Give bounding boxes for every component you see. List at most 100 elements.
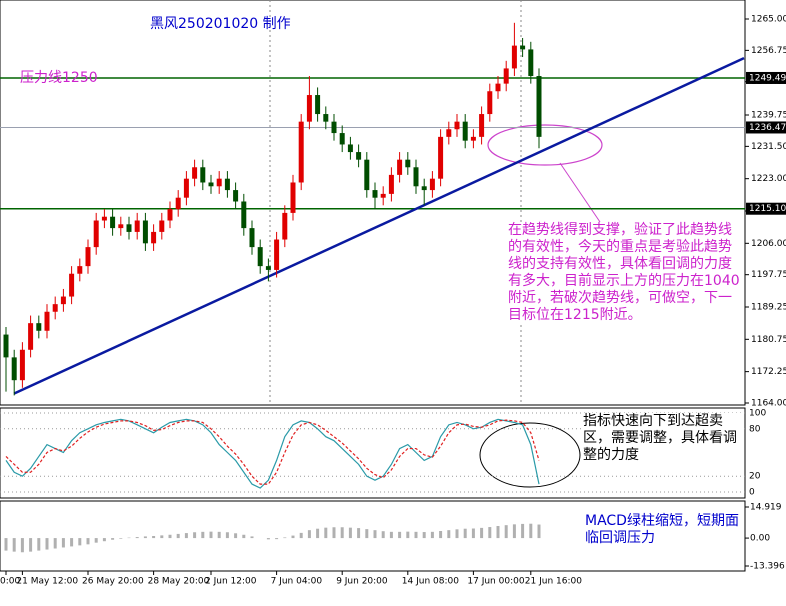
trendline: [13, 57, 745, 395]
x-tick-label: 26 May 20:00: [82, 577, 144, 587]
candle-body: [438, 136, 444, 179]
macd-tick-label: -13.396: [750, 562, 785, 572]
macd-bar: [250, 536, 254, 539]
macd-bar: [537, 524, 541, 539]
level-box: [746, 71, 786, 84]
macd-bar: [94, 538, 98, 543]
candle-body: [208, 182, 214, 187]
macd-bar: [307, 530, 311, 539]
candle-body: [36, 323, 42, 331]
macd-bar: [37, 538, 41, 551]
candle-body: [224, 178, 230, 191]
candle-body: [298, 121, 304, 183]
macd-bar: [29, 538, 33, 552]
candle-body: [536, 76, 542, 137]
macd-bar: [291, 535, 295, 539]
y-tick-label: 1231.50: [751, 142, 786, 152]
level-box: [746, 121, 786, 134]
main-panel: [0, 0, 746, 406]
candle-body: [429, 178, 435, 191]
level-label: 1236.47: [749, 123, 786, 133]
y-tick-label: 1256.75: [751, 46, 786, 56]
y-tick-label: 1223.00: [751, 174, 786, 184]
candle-body: [511, 45, 517, 69]
pointer: [559, 162, 601, 223]
macd-bar: [119, 538, 123, 539]
macd-bar: [529, 523, 533, 539]
candle-body: [167, 209, 173, 221]
macd-bar: [193, 532, 197, 539]
macd-bar: [316, 528, 320, 539]
candle-body: [306, 95, 312, 122]
macd-bar: [152, 536, 156, 539]
level-label: 1249.49: [749, 73, 786, 83]
candle-body: [159, 220, 165, 232]
macd-bar: [406, 531, 410, 539]
y-tick-label: 1206.00: [751, 239, 786, 249]
candle-body: [19, 349, 25, 381]
macd-bar: [225, 532, 229, 539]
candle-body: [413, 167, 419, 187]
candle-body: [380, 193, 386, 198]
candle-body: [462, 121, 468, 141]
macd-bar: [488, 527, 492, 539]
level-label: 1215.10: [749, 204, 786, 214]
y-tick-label: 1197.75: [751, 270, 786, 280]
candle-body: [241, 201, 247, 229]
candle-body: [183, 178, 189, 198]
macd-bar: [61, 538, 65, 548]
annotation: 在趋势线得到支撑，验证了此趋势线的有效性，今天的重点是考验此趋势线的支持有效性，…: [508, 222, 742, 324]
macd-bar: [4, 538, 8, 551]
macd-bar: [447, 530, 451, 539]
candle-body: [364, 159, 370, 191]
macd-bar: [53, 538, 57, 549]
candle-body: [479, 114, 485, 137]
candle-body: [101, 216, 107, 221]
candle-body: [356, 152, 362, 160]
candle-body: [454, 121, 460, 130]
macd-bar: [12, 538, 16, 552]
macd-bar: [389, 531, 393, 539]
macd-bar: [422, 532, 426, 539]
y-tick-label: 1180.75: [751, 335, 786, 345]
macd-bar: [20, 538, 24, 553]
macd-bar: [463, 528, 467, 539]
macd-bar: [217, 531, 221, 539]
macd-bar: [184, 533, 188, 539]
candle-body: [151, 231, 157, 244]
macd-bar: [480, 527, 484, 539]
macd-bar: [439, 531, 443, 539]
x-tick-label: 21 May 12:00: [16, 577, 78, 587]
x-tick-label: 28 May 20:00: [148, 577, 210, 587]
x-tick-label: 14 Jun 08:00: [402, 577, 459, 587]
macd-bar: [275, 538, 279, 540]
stoch-panel: [0, 407, 746, 499]
macd-bar: [340, 527, 344, 539]
candle-body: [397, 159, 403, 175]
candle-body: [282, 212, 288, 240]
candle-body: [388, 174, 394, 194]
candle-body: [126, 224, 132, 232]
candle-body: [216, 178, 222, 187]
stoch-tick-label: 0: [749, 488, 755, 498]
candle-body: [446, 129, 452, 137]
candle-body: [265, 266, 271, 270]
macd-bar: [430, 531, 434, 539]
x-tick-label: 7 Jun 04:00: [271, 577, 323, 587]
stoch-line: [5, 419, 540, 485]
candle-body: [69, 273, 75, 297]
candle-body: [28, 323, 34, 350]
macd-bar: [111, 538, 115, 540]
macd-bar: [373, 530, 377, 539]
candle-body: [487, 91, 493, 115]
resistance-label: 压力线1250: [20, 70, 98, 86]
candle-body: [274, 239, 280, 270]
macd-bar: [398, 531, 402, 539]
marks: 1265.001256.751248.501239.751231.501223.…: [0, 15, 786, 587]
macd-bar: [78, 538, 82, 546]
candle-body: [405, 159, 411, 168]
macd-bar: [365, 529, 369, 539]
macd-bar: [381, 531, 385, 539]
candle-body: [520, 45, 526, 50]
candle-body: [52, 304, 58, 312]
